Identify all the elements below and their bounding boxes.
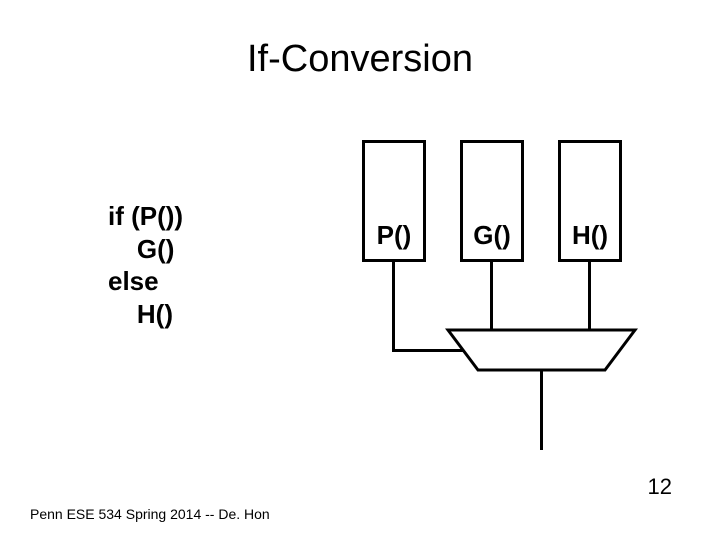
mux-polygon <box>448 330 635 370</box>
mux-shape <box>0 0 720 540</box>
page-number: 12 <box>648 474 672 500</box>
slide-footer: Penn ESE 534 Spring 2014 -- De. Hon <box>30 506 270 522</box>
